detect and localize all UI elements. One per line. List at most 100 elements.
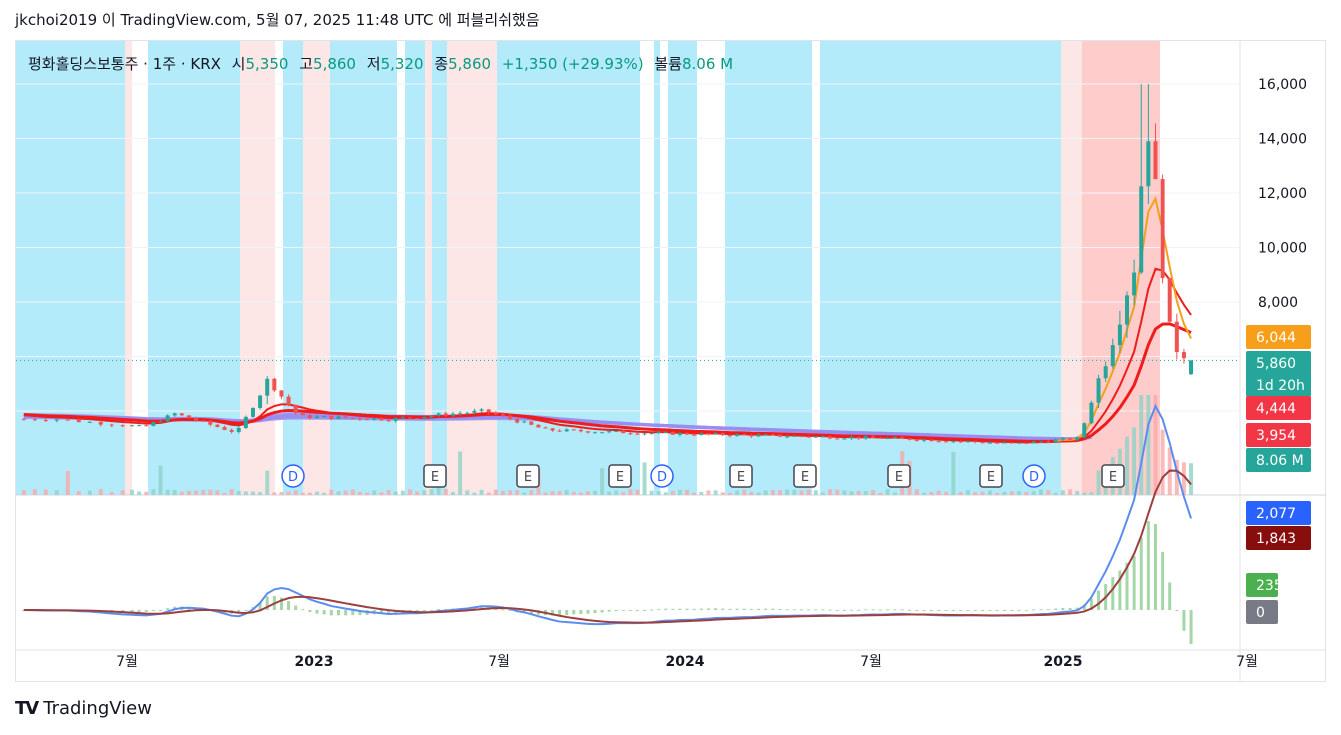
volume-bar [165,489,170,495]
candle-body [692,434,697,436]
volume-bar [922,492,927,495]
candle-body [973,441,978,443]
candle-body [1160,179,1165,279]
volume-bar [322,492,327,495]
candle-body [621,430,626,434]
footer-brand: TradingView [43,698,152,719]
candle-body [958,441,963,443]
volume-bar [770,489,775,495]
candle-body [922,439,927,441]
macd-histogram-bar [835,609,839,611]
volume-bar [543,492,548,495]
candle-body [1053,439,1058,443]
macd-tag-label: 0 [1256,605,1265,621]
candle-body [593,432,598,434]
candle-body [386,420,391,422]
macd-histogram-bar [1039,609,1043,611]
macd-histogram-bar [422,610,426,611]
candle-body [172,413,177,416]
candle-body [87,421,92,423]
regime-band [148,41,240,495]
candle-body [987,442,992,444]
macd-histogram-bar [508,610,512,611]
candle-body [1075,437,1080,440]
volume-bar [1132,427,1137,495]
macd-histogram-bar [778,608,782,610]
low-label: 저 [366,55,381,73]
regime-band [405,41,425,495]
candle-body [286,396,291,405]
candle-body [208,420,213,425]
volume-bar [785,489,790,495]
volume-bar [1189,463,1194,495]
macd-histogram-bar [265,596,269,610]
candle-body [900,437,905,439]
volume-bar [144,491,149,495]
candle-body [215,424,220,428]
candle-body [443,413,448,416]
regime-band [668,41,697,495]
volume-bar [508,490,513,495]
gridlines [16,83,1240,412]
volume-bar [936,490,941,495]
macd-tag-label: 235 [1256,578,1283,594]
footer: TV TradingView [15,698,152,719]
volume-bar [735,490,740,495]
candle-body [393,417,398,421]
candle-body [720,433,725,436]
candle-body [458,413,463,415]
volume-bar [1031,491,1036,495]
volume-bar [958,492,963,495]
candle-body [522,421,527,423]
volume-bar [208,489,213,495]
candle-body [1132,272,1137,296]
macd-histogram-bar [966,610,970,611]
candle-body [236,427,241,432]
candle-body [21,419,26,421]
macd-histogram-bar [607,610,611,612]
candle-body [778,434,782,437]
candle-body [243,416,248,428]
candle-body [785,436,790,438]
candle-body [400,417,405,419]
candle-body [76,419,81,423]
candle-body [828,436,833,439]
low-value: 5,320 [380,55,424,73]
macd-histogram-bar [981,610,985,611]
candle-body [1039,441,1043,443]
macd-histogram-bar [166,608,170,610]
macd-histogram-bar [572,610,576,615]
close-label: 종 [434,55,449,73]
candle-body [914,439,919,441]
volume-bar [215,490,220,495]
macd-histogram-bar [664,608,668,610]
volume-bar [713,490,718,495]
macd-histogram-bar [558,610,562,616]
volume-bar [749,491,754,495]
volume-bar [472,492,477,495]
volume-bar [756,492,761,495]
time-tick-label: 7월 [860,654,882,670]
volume-value: 8.06 M [682,55,734,73]
volume-bar [813,490,818,495]
time-tick-label: 2023 [295,654,334,670]
macd-histogram-bar [501,609,505,611]
volume-bar [21,490,26,495]
macd-histogram-bar [995,610,999,611]
candle-body [1024,442,1029,444]
macd-histogram-bar [685,608,689,610]
candle-body [735,434,740,436]
candle-body [1117,324,1122,346]
volume-bar [878,492,883,495]
price-tick-label: 10,000 [1258,241,1307,257]
candle-body [929,439,934,442]
candle-body [201,420,206,422]
regime-band [330,41,397,495]
volume-bar [158,465,163,495]
earnings-marker-label: E [1109,470,1117,485]
candle-body [944,441,949,443]
candle-body [222,427,227,430]
candle-body [1082,423,1087,438]
macd-histogram-bar [137,610,141,612]
